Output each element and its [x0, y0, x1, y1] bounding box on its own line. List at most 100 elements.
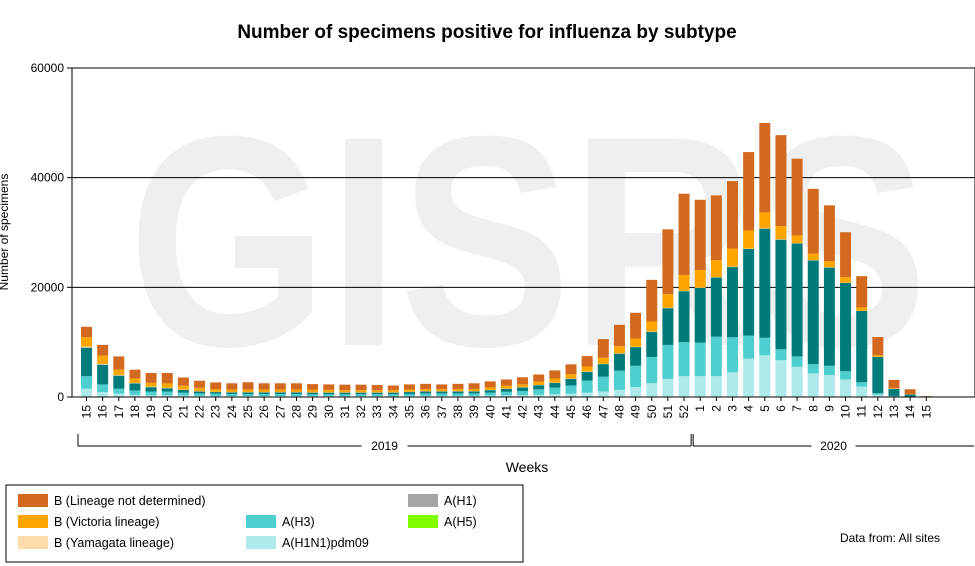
bar-segment [129, 378, 141, 383]
x-tick-label: 44 [548, 405, 562, 419]
bar-segment [145, 382, 157, 387]
bar-segment [210, 393, 222, 397]
bar-segment [630, 387, 642, 397]
bar-segment [81, 376, 92, 389]
bar-segment [694, 342, 706, 377]
legend-entry: B (Lineage not determined) [54, 494, 205, 508]
x-tick-label: 13 [887, 405, 901, 419]
bar-segment [161, 388, 173, 392]
bar-segment [97, 344, 109, 356]
bar-segment [710, 376, 722, 397]
bar-segment [775, 226, 787, 240]
bar-segment [452, 393, 464, 396]
bar-segment [533, 381, 545, 385]
bar-segment [290, 383, 302, 390]
bar-segment [113, 375, 125, 376]
x-tick-label: 5 [758, 405, 772, 412]
legend-entry: A(H5) [444, 515, 477, 529]
chart-title: Number of specimens positive for influen… [237, 22, 736, 43]
bar-segment [323, 392, 335, 395]
bars [81, 122, 932, 397]
bar-segment [339, 392, 351, 395]
bar-segment [630, 365, 642, 388]
x-tick-label: 47 [596, 405, 610, 419]
x-tick-label: 2 [709, 405, 723, 412]
bar-segment [436, 391, 448, 394]
bar-segment [355, 392, 367, 395]
x-tick-label: 29 [306, 405, 320, 419]
bar-segment [97, 364, 109, 385]
bar-segment [920, 396, 932, 397]
bar-segment [226, 389, 238, 393]
bar-segment [371, 392, 383, 395]
x-tick-label: 6 [774, 405, 788, 412]
bar-segment [597, 376, 609, 392]
bar-segment [371, 394, 383, 397]
bar-segment [274, 392, 286, 394]
bar-segment [517, 387, 529, 391]
bar-segment [468, 395, 480, 397]
bar-segment [177, 377, 189, 386]
x-tick-label: 25 [241, 405, 255, 419]
bar-segment [549, 382, 561, 388]
bar-segment [904, 389, 916, 395]
x-tick-label: 28 [289, 405, 303, 419]
year-label-bg [811, 439, 856, 453]
bar-segment [662, 294, 674, 308]
bar-segment [517, 390, 529, 396]
legend-swatch [18, 536, 48, 549]
bar-segment [743, 152, 755, 231]
legend-swatch [18, 515, 48, 528]
bar-segment [387, 390, 399, 393]
bar-segment [371, 390, 383, 393]
bar-segment [274, 389, 286, 393]
bar-segment [452, 389, 464, 392]
bar-segment [387, 385, 399, 391]
bar-segment [194, 395, 206, 397]
bar-segment [759, 228, 771, 338]
bar-segment [597, 364, 609, 377]
bar-segment [662, 378, 674, 397]
year-groups: 2019 2020 [77, 434, 974, 453]
bar-segment [194, 391, 206, 394]
bar-segment [646, 321, 658, 332]
bar-segment [113, 375, 125, 389]
x-tick-label: 30 [322, 405, 336, 419]
bar-segment [678, 291, 690, 343]
bar-segment [452, 383, 464, 390]
bar-segment [420, 395, 432, 397]
bar-segment [662, 229, 674, 295]
bar-segment [646, 331, 658, 357]
x-tick-label: 15 [919, 405, 933, 419]
bar-segment [258, 389, 270, 393]
bar-segment [113, 393, 125, 397]
bar-segment [500, 388, 512, 392]
bar-segment [161, 395, 173, 397]
bar-segment [339, 384, 351, 391]
y-tick-label: 20000 [31, 280, 65, 294]
bar-segment [81, 388, 92, 397]
x-tick-label: 7 [790, 405, 804, 412]
bar-segment [727, 372, 738, 397]
x-tick-label: 46 [580, 405, 594, 419]
bar-segment [468, 391, 480, 394]
x-tick-label: 26 [257, 405, 271, 419]
year-label: 2019 [371, 439, 398, 453]
bar-segment [549, 378, 561, 383]
bar-segment [872, 356, 884, 394]
bar-segment [840, 232, 852, 278]
bar-segment [775, 239, 787, 350]
bar-segment [807, 364, 819, 374]
bar-segment [161, 391, 173, 396]
bar-segment [258, 383, 270, 390]
bar-segment [194, 380, 206, 388]
bar-segment [404, 384, 415, 390]
bar-segment [97, 392, 109, 397]
bar-segment [113, 369, 125, 376]
x-tick-label: 32 [354, 405, 368, 419]
x-tick-label: 27 [273, 405, 287, 419]
bar-segment [791, 243, 803, 357]
bar-segment [856, 276, 868, 308]
bar-segment [500, 391, 512, 396]
y-tick-label: 0 [57, 390, 64, 404]
